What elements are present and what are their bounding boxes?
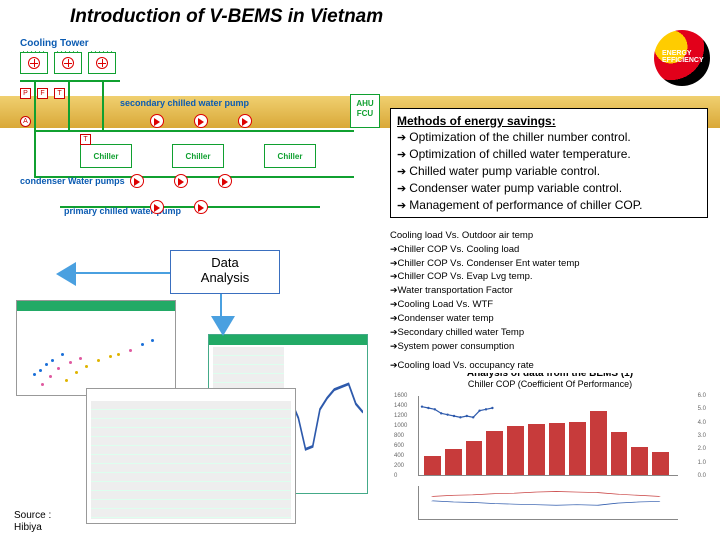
method-item: Management of performance of chiller COP…: [397, 197, 701, 214]
condenser-pump-label: condenser Water pumps: [20, 176, 125, 186]
list-item: Secondary chilled water Temp: [390, 326, 708, 340]
source-line: Hibiya: [14, 522, 51, 534]
arrow-left-icon: [70, 272, 170, 274]
pump-icon: [150, 114, 164, 128]
mini-chart-2: [86, 388, 296, 524]
pump-icon: A: [20, 116, 31, 127]
tower-row: [20, 52, 116, 74]
methods-box: Methods of energy savings: Optimization …: [390, 108, 708, 218]
ahu-fcu-box: AHU FCU: [350, 94, 380, 128]
source-credit: Source : Hibiya: [14, 510, 51, 534]
ahu-label: AHU: [351, 99, 379, 109]
fan-icon: [62, 57, 74, 69]
list-item: Chiller COP Vs. Evap Lvg temp.: [390, 270, 708, 284]
method-item: Chilled water pump variable control.: [397, 163, 701, 180]
fan-icon: [28, 57, 40, 69]
cooling-list-header: Cooling load Vs. Outdoor air temp: [390, 230, 708, 243]
analysis-chart: Analysis of data from the BEMS (1) Chill…: [392, 368, 708, 528]
pump-icon: [174, 174, 188, 188]
list-item: Water transportation Factor: [390, 284, 708, 298]
sensor: T: [54, 88, 65, 99]
chiller: Chiller: [264, 144, 316, 168]
pump-icon: [238, 114, 252, 128]
tower: [88, 52, 116, 74]
fan-icon: [96, 57, 108, 69]
chiller: Chiller: [80, 144, 132, 168]
method-item: Condenser water pump variable control.: [397, 180, 701, 197]
tower: [54, 52, 82, 74]
sensor: T: [80, 134, 91, 145]
lower-chart: [418, 486, 678, 520]
methods-header: Methods of energy savings:: [397, 113, 701, 129]
cooling-list-box: Cooling load Vs. Outdoor air temp Chille…: [390, 230, 708, 373]
method-item: Optimization of chilled water temperatur…: [397, 146, 701, 163]
analysis-subtitle: Chiller COP (Coefficient Of Performance): [392, 379, 708, 389]
list-item: Chiller COP Vs. Condenser Ent water temp: [390, 257, 708, 271]
list-item: Cooling Load Vs. WTF: [390, 298, 708, 312]
fcu-label: FCU: [351, 109, 379, 119]
cop-line: [418, 396, 498, 476]
pump-icon: [194, 114, 208, 128]
pump-icon: [150, 200, 164, 214]
arrow-down-icon: [220, 294, 222, 322]
pump-icon: [130, 174, 144, 188]
list-item: Condenser water temp: [390, 312, 708, 326]
mini-chart-1: [16, 300, 176, 396]
callout-line: Analysis: [171, 270, 279, 285]
data-analysis-callout: Data Analysis: [170, 250, 280, 294]
pump-icon: [218, 174, 232, 188]
slide-title: Introduction of V-BEMS in Vietnam: [70, 6, 383, 28]
callout-line: Data: [171, 255, 279, 270]
list-item: Cooling load Vs. occupancy rate: [390, 359, 708, 373]
list-item: Chiller COP Vs. Cooling load: [390, 243, 708, 257]
pump-icon: [194, 200, 208, 214]
schematic-diagram: Cooling Tower P F T A secondary chilled …: [20, 38, 380, 248]
chiller: Chiller: [172, 144, 224, 168]
method-item: Optimization of the chiller number contr…: [397, 129, 701, 146]
tower: [20, 52, 48, 74]
data-table-grid: [91, 401, 291, 519]
list-item: System power consumption: [390, 340, 708, 354]
sensor: F: [37, 88, 48, 99]
source-line: Source :: [14, 510, 51, 522]
secondary-pump-label: secondary chilled water pump: [120, 98, 249, 108]
chiller-row: Chiller Chiller Chiller: [80, 144, 316, 168]
scatter-plot: [21, 313, 171, 391]
sensor: P: [20, 88, 31, 99]
energy-logo: [654, 30, 710, 86]
